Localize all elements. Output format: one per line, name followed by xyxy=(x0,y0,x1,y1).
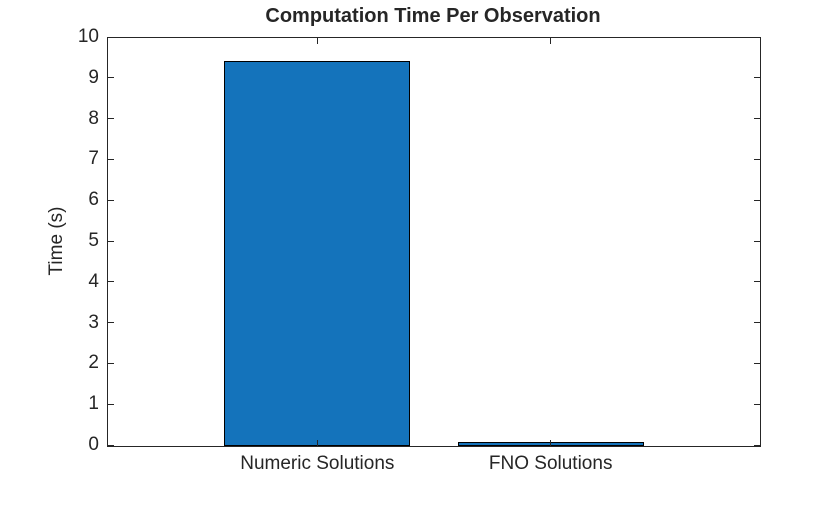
y-tick-mark-left xyxy=(108,199,114,201)
y-tick-mark-left xyxy=(108,158,114,160)
y-tick-label: 5 xyxy=(88,230,99,251)
y-tick-mark-left xyxy=(108,403,114,405)
x-tick-mark-bottom xyxy=(316,440,318,446)
y-tick-mark-right xyxy=(754,322,760,324)
y-tick-mark-right xyxy=(754,281,760,283)
y-tick-label: 0 xyxy=(88,434,99,455)
y-tick-mark-left xyxy=(108,118,114,120)
y-tick-mark-right xyxy=(754,444,760,446)
y-tick-label: 8 xyxy=(88,107,99,129)
y-tick-label: 6 xyxy=(88,189,99,211)
x-tick-mark-top xyxy=(550,38,552,44)
y-tick-mark-left xyxy=(108,240,114,242)
y-tick-label: 1 xyxy=(88,393,99,415)
x-tick-mark-bottom xyxy=(550,440,552,446)
y-tick-label: 3 xyxy=(88,311,99,333)
y-tick-label: 10 xyxy=(77,26,99,47)
y-tick-mark-left xyxy=(108,36,114,38)
y-tick-mark-right xyxy=(754,36,760,38)
y-tick-mark-right xyxy=(754,403,760,405)
y-tick-mark-right xyxy=(754,362,760,364)
x-category-label: Numeric Solutions xyxy=(240,453,395,474)
chart-title: Computation Time Per Observation xyxy=(265,5,601,27)
bar-1 xyxy=(224,61,411,446)
x-category-label: FNO Solutions xyxy=(488,453,613,474)
y-tick-mark-left xyxy=(108,362,114,364)
y-tick-label: 2 xyxy=(88,352,99,374)
y-tick-mark-right xyxy=(754,199,760,201)
y-tick-mark-right xyxy=(754,158,760,160)
y-tick-mark-right xyxy=(754,240,760,242)
y-tick-mark-right xyxy=(754,118,760,120)
y-tick-mark-right xyxy=(754,77,760,79)
y-tick-mark-left xyxy=(108,281,114,283)
plot-area xyxy=(107,37,761,447)
y-tick-label: 7 xyxy=(88,148,99,170)
y-tick-label: 9 xyxy=(88,66,99,88)
y-tick-label: 4 xyxy=(88,270,99,292)
y-tick-mark-left xyxy=(108,444,114,446)
x-tick-mark-top xyxy=(316,38,318,44)
y-tick-mark-left xyxy=(108,322,114,324)
y-tick-mark-left xyxy=(108,77,114,79)
